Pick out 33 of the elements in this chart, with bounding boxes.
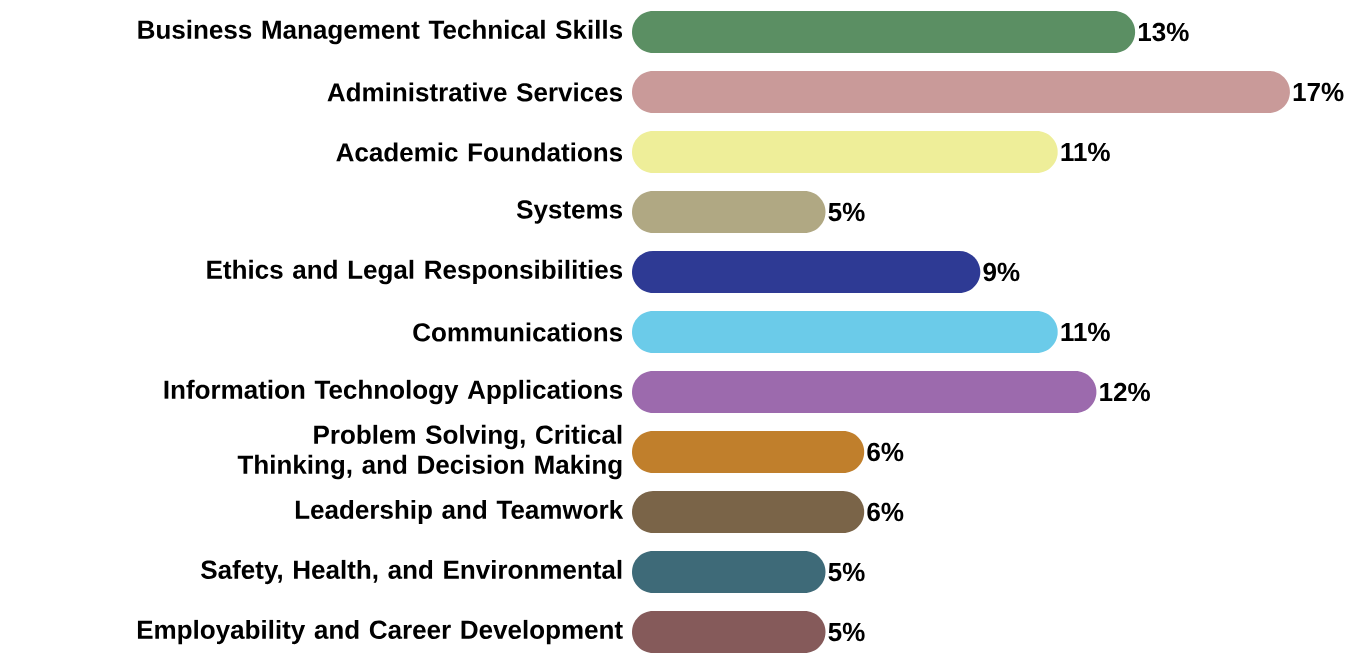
data-label: 6% (867, 502, 904, 522)
y-tick-label: Information Technology Applications (164, 379, 623, 405)
bar (632, 11, 1136, 53)
bar (632, 71, 1290, 113)
data-label: 9% (983, 262, 1020, 282)
data-label: 12% (1100, 382, 1150, 402)
y-tick-label: Systems (516, 200, 623, 224)
y-tick-label: Employability and Career Development (137, 619, 623, 645)
data-label: 5% (828, 562, 865, 582)
data-label: 17% (1293, 82, 1344, 102)
bar (632, 311, 1058, 353)
bar (632, 131, 1058, 173)
y-tick-label: Business Management Technical Skills (138, 19, 623, 45)
y-tick-label: Administrative Services (327, 82, 623, 102)
y-tick-label: Leadership and Teamwork (295, 499, 624, 525)
y-tick-label: Ethics and Legal Responsibilities (207, 259, 623, 285)
bar (632, 251, 981, 294)
bar (632, 191, 826, 234)
data-label: 6% (867, 442, 904, 462)
data-label: 13% (1138, 22, 1189, 42)
y-tick-label: Safety, Health, and Environmental (201, 559, 622, 585)
y-tick-label: Problem Solving, Critical Thinking, and Decision Making (237, 424, 622, 480)
data-label: 11% (1061, 142, 1110, 162)
data-label: 11% (1061, 322, 1110, 342)
bar (632, 371, 1097, 414)
bar (632, 491, 865, 534)
data-label: 5% (828, 622, 865, 642)
data-label: 5% (828, 202, 865, 222)
bar (632, 551, 826, 594)
y-tick-label: Academic Foundations (336, 142, 623, 162)
bar (632, 611, 826, 654)
bar (632, 431, 865, 474)
y-tick-label: Communications (413, 322, 623, 342)
